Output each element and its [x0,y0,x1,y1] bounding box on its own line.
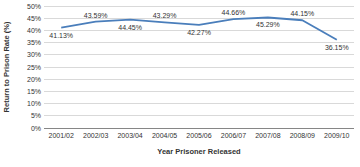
y-tick-label: 30% [27,51,41,58]
grid-line [44,128,354,129]
grid-line [44,79,354,80]
y-tick-label: 10% [27,100,41,107]
y-tick-label: 20% [27,76,41,83]
x-tick-label: 2006/07 [221,132,246,139]
x-axis [44,128,354,129]
y-tick-label: 15% [27,88,41,95]
data-label: 45.29% [256,21,280,28]
y-tick-label: 35% [27,39,41,46]
x-axis-title: Year Prisoner Released [157,147,241,156]
data-label: 43.29% [153,12,177,19]
grid-line [44,67,354,68]
x-tick-label: 2005/06 [186,132,211,139]
x-tick-label: 2004/05 [152,132,177,139]
x-tick-label: 2001/02 [49,132,74,139]
data-label: 42.27% [187,29,211,36]
plot-area [61,17,337,39]
data-label: 44.66% [222,9,246,16]
line [61,17,337,39]
y-axis-title: Return to Prison Rate (%) [2,21,11,112]
x-tick-label: 2003/04 [117,132,142,139]
y-tick-label: 0% [31,125,41,132]
data-label: 41.13% [49,32,73,39]
y-tick-label: 25% [27,64,41,71]
x-tick-label: 2008/09 [290,132,315,139]
y-tick-label: 40% [27,27,41,34]
grid-line [44,42,354,43]
data-label: 44.15% [290,10,314,17]
grid-line [44,6,354,7]
y-tick-label: 45% [27,15,41,22]
y-tick-label: 50% [27,3,41,10]
data-label: 36.15% [325,44,349,51]
chart: 0% 5% 10% 15% 20% 25% 30% 35% 40% 45% 50% 2001/02 20… [0,0,360,167]
x-tick-label: 2002/03 [83,132,108,139]
y-tick-label: 5% [31,112,41,119]
grid-line [44,115,354,116]
grid-line [44,103,354,104]
data-label: 43.59% [84,12,108,19]
grid-line [44,54,354,55]
x-tick-label: 2007/08 [255,132,280,139]
x-tick-label: 2009/10 [324,132,349,139]
data-label: 44.45% [118,24,142,31]
grid-line [44,91,354,92]
